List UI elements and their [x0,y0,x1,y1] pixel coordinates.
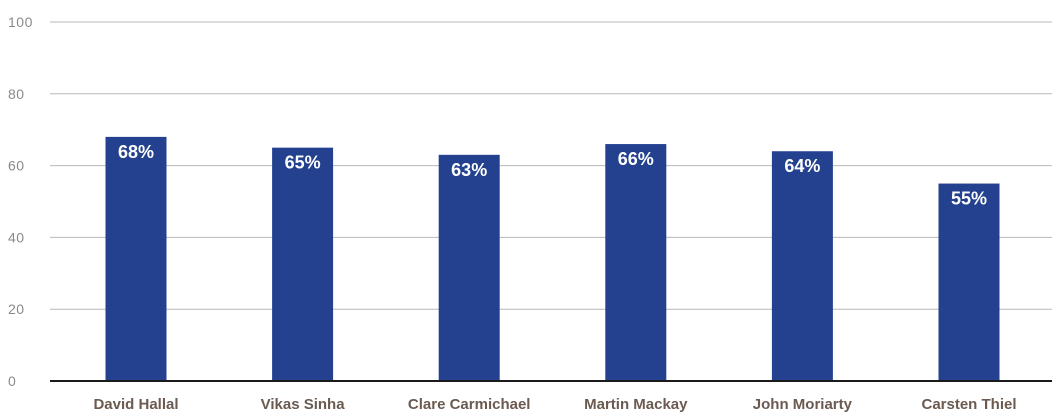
category-label: Martin Mackay [584,396,688,413]
bar-value-label: 65% [285,153,321,173]
bar-value-label: 64% [784,156,820,176]
bar-value-label: 66% [618,149,654,169]
data-labels: 68% 65% 63% 66% 64% 55% [118,142,987,209]
y-tick-label: 80 [8,86,25,102]
category-label: Vikas Sinha [261,396,346,413]
category-label: John Moriarty [753,396,853,413]
y-tick-label: 0 [8,373,16,389]
bar-value-label: 68% [118,142,154,162]
category-label: Clare Carmichael [408,396,531,413]
y-tick-label: 100 [8,14,33,30]
category-label: David Hallal [93,396,178,413]
bar [605,144,667,381]
y-axis-ticks: 0 20 40 60 80 100 [8,14,33,389]
bar [105,136,167,381]
bar-value-label: 55% [951,189,987,209]
bar [771,151,833,381]
bar [938,183,1000,381]
bar [438,154,500,381]
y-tick-label: 20 [8,301,25,317]
category-label: Carsten Thiel [921,396,1016,413]
bars [105,136,1000,381]
y-tick-label: 40 [8,229,25,245]
x-axis-categories: David Hallal Vikas Sinha Clare Carmichael M… [93,396,1016,413]
y-tick-label: 60 [8,158,25,174]
bar-value-label: 63% [451,160,487,180]
gridlines [50,21,1052,310]
bar [272,147,334,381]
